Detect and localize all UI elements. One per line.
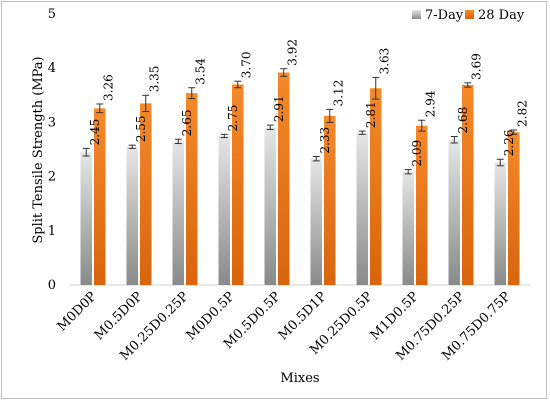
data-label: 3.54 — [194, 58, 208, 85]
bar-7day — [448, 139, 460, 285]
error-bar — [280, 68, 288, 77]
data-label: 2.55 — [134, 115, 148, 142]
data-label: 3.26 — [102, 74, 116, 101]
data-label: 2.91 — [272, 95, 286, 122]
bar-7day — [218, 135, 230, 285]
error-bar — [82, 147, 90, 157]
error-bar — [418, 119, 426, 132]
error-bar — [404, 169, 412, 175]
error-bar — [326, 108, 334, 123]
data-label: 3.12 — [332, 80, 346, 107]
data-label: 3.92 — [286, 39, 300, 66]
data-label: 2.26 — [502, 130, 516, 157]
error-bar — [188, 87, 196, 100]
error-bar — [220, 133, 228, 139]
error-bar — [358, 130, 366, 135]
bar-28day — [370, 88, 382, 285]
bars — [80, 68, 520, 286]
error-bar — [496, 158, 504, 167]
legend-swatch — [465, 10, 474, 19]
error-bar — [234, 80, 242, 89]
error-bar — [372, 76, 380, 100]
bar-7day — [126, 146, 138, 285]
bar-28day — [140, 103, 152, 286]
error-bar — [450, 135, 458, 144]
y-tick-label: 5 — [48, 7, 56, 22]
bar-7day — [310, 158, 322, 285]
error-bar — [174, 138, 182, 145]
x-axis: M0D0PM0.5D0PM0.25D0.25PM0D0.5PM0.5D0.5PM… — [55, 289, 514, 364]
data-label: 2.81 — [364, 101, 378, 128]
data-label: 2.09 — [410, 140, 424, 167]
legend-label: 7-Day — [425, 8, 464, 23]
data-label: 3.35 — [148, 66, 162, 93]
data-label: 2.33 — [318, 127, 332, 154]
legend: 7-Day 28 Day — [412, 8, 525, 23]
data-label: 2.45 — [88, 119, 102, 146]
bar-7day — [494, 162, 506, 285]
data-label: 3.70 — [240, 51, 254, 78]
data-label: 3.63 — [378, 48, 392, 75]
y-tick-label: 2 — [48, 170, 56, 185]
error-bar — [128, 144, 136, 149]
bar-7day — [402, 171, 414, 285]
y-axis-title: Split Tensile Strength (MPa) — [31, 56, 46, 243]
data-label: 2.94 — [424, 90, 438, 117]
data-label: 2.82 — [516, 100, 530, 127]
bar-28day — [462, 85, 474, 285]
legend-item-7day: 7-Day — [412, 8, 464, 23]
error-bar — [266, 124, 274, 130]
legend-item-28day: 28 Day — [465, 8, 525, 23]
bar-28day — [186, 93, 198, 285]
bar-28day — [94, 108, 106, 285]
error-bar — [510, 129, 518, 135]
y-tick-label: 3 — [48, 115, 56, 130]
bar-28day — [232, 84, 244, 286]
data-label: 3.69 — [470, 53, 484, 80]
legend-label: 28 Day — [478, 8, 525, 23]
y-tick-label: 0 — [48, 278, 56, 293]
error-bar — [142, 94, 150, 113]
data-labels: 2.45 3.26 2.55 3.35 2.65 3.54 2.75 3.70 2.91 3.92… — [88, 39, 530, 167]
data-label: 2.75 — [226, 105, 240, 132]
bar-7day — [80, 152, 92, 285]
error-bar — [96, 103, 104, 114]
legend-swatch — [412, 10, 421, 19]
y-tick-label: 4 — [48, 61, 56, 76]
bar-7day — [172, 141, 184, 285]
bar-28day — [416, 125, 428, 285]
error-bar — [312, 156, 320, 162]
y-tick-label: 1 — [48, 224, 56, 239]
bar-7day — [356, 132, 368, 285]
bar-28day — [278, 72, 290, 285]
data-label: 2.68 — [456, 107, 470, 134]
data-label: 2.65 — [180, 109, 194, 136]
x-tick-label: M0D0P — [55, 289, 100, 334]
bar-28day — [324, 115, 336, 285]
bar-7day — [264, 127, 276, 285]
error-bar — [464, 82, 472, 88]
x-axis-title: Mixes — [280, 371, 319, 386]
bar-28day — [508, 132, 520, 285]
